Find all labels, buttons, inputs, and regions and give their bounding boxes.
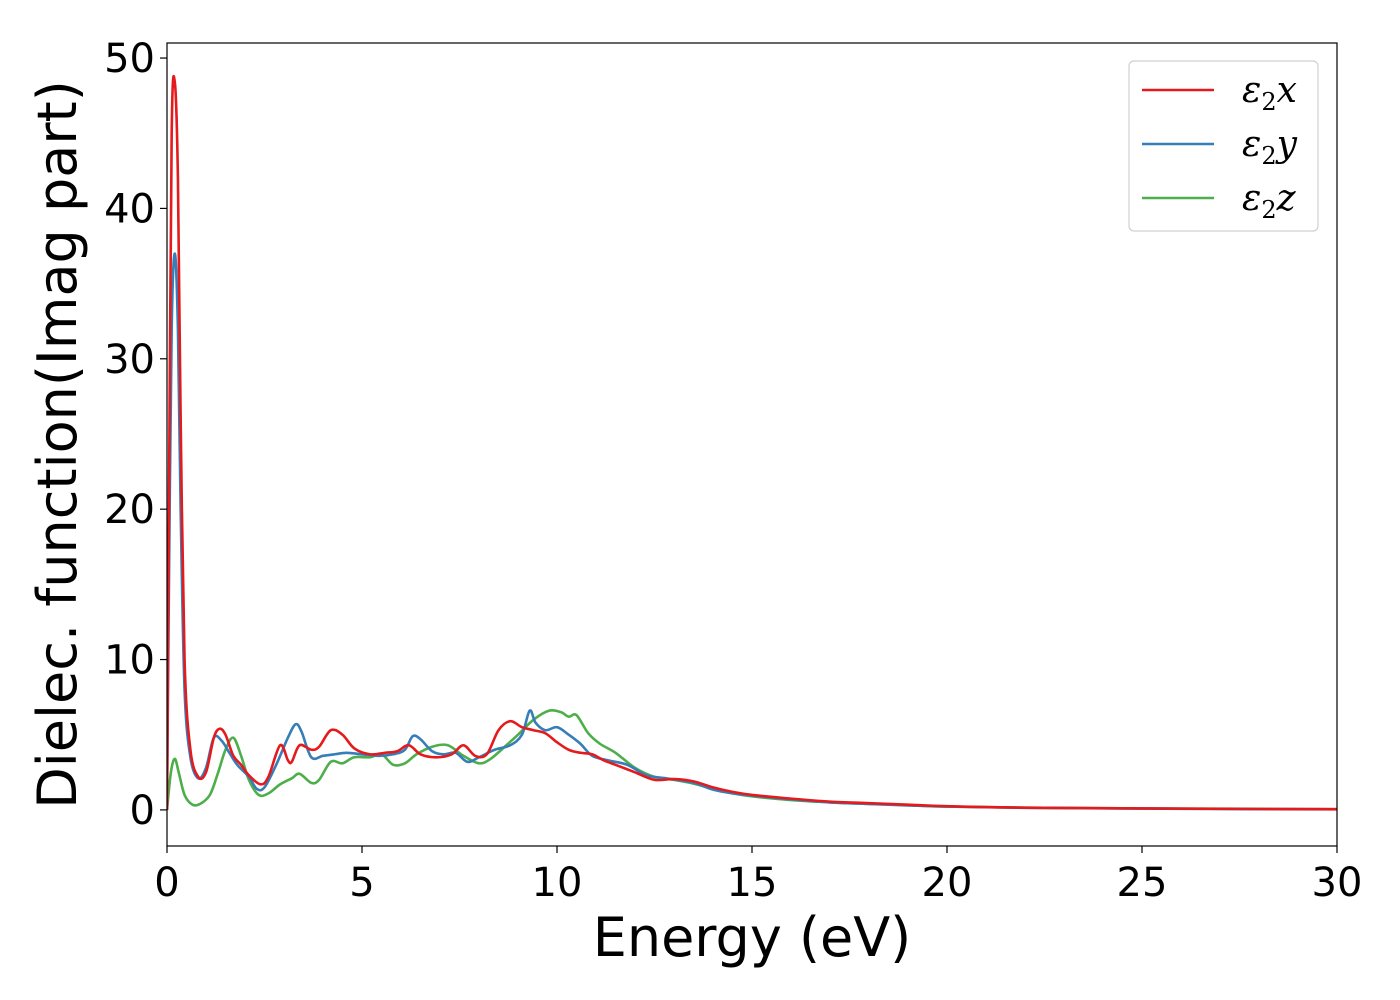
y-tick-label: 50 <box>104 36 155 82</box>
y-tick-label: 0 <box>130 788 155 834</box>
series-line-y <box>167 252 1337 811</box>
legend-label-x: ε2x <box>1242 70 1297 116</box>
legend: ε2x ε2y ε2z <box>1128 60 1319 232</box>
legend-label-y: ε2y <box>1242 124 1298 170</box>
y-tick-label: 10 <box>104 638 155 684</box>
x-tick-label: 25 <box>1117 860 1168 906</box>
x-tick-label: 20 <box>922 860 973 906</box>
x-tick-label: 30 <box>1312 860 1363 906</box>
series-line-x <box>167 75 1337 811</box>
legend-label-z: ε2z <box>1242 178 1297 224</box>
y-axis-label: Dielec. function(Imag part) <box>26 80 89 809</box>
x-tick-label: 10 <box>532 860 583 906</box>
y-tick-label: 20 <box>104 487 155 533</box>
x-tick-label: 5 <box>349 860 374 906</box>
x-tick-label: 0 <box>154 860 179 906</box>
x-tick-label: 15 <box>727 860 778 906</box>
legend-box <box>1128 60 1319 232</box>
x-axis-label: Energy (eV) <box>593 906 912 969</box>
y-tick-label: 30 <box>104 337 155 383</box>
axis-ticks: 0 5 10 15 20 25 30 0 10 20 30 40 50 <box>104 36 1362 906</box>
y-tick-label: 40 <box>104 186 155 232</box>
plot-lines <box>167 75 1337 811</box>
